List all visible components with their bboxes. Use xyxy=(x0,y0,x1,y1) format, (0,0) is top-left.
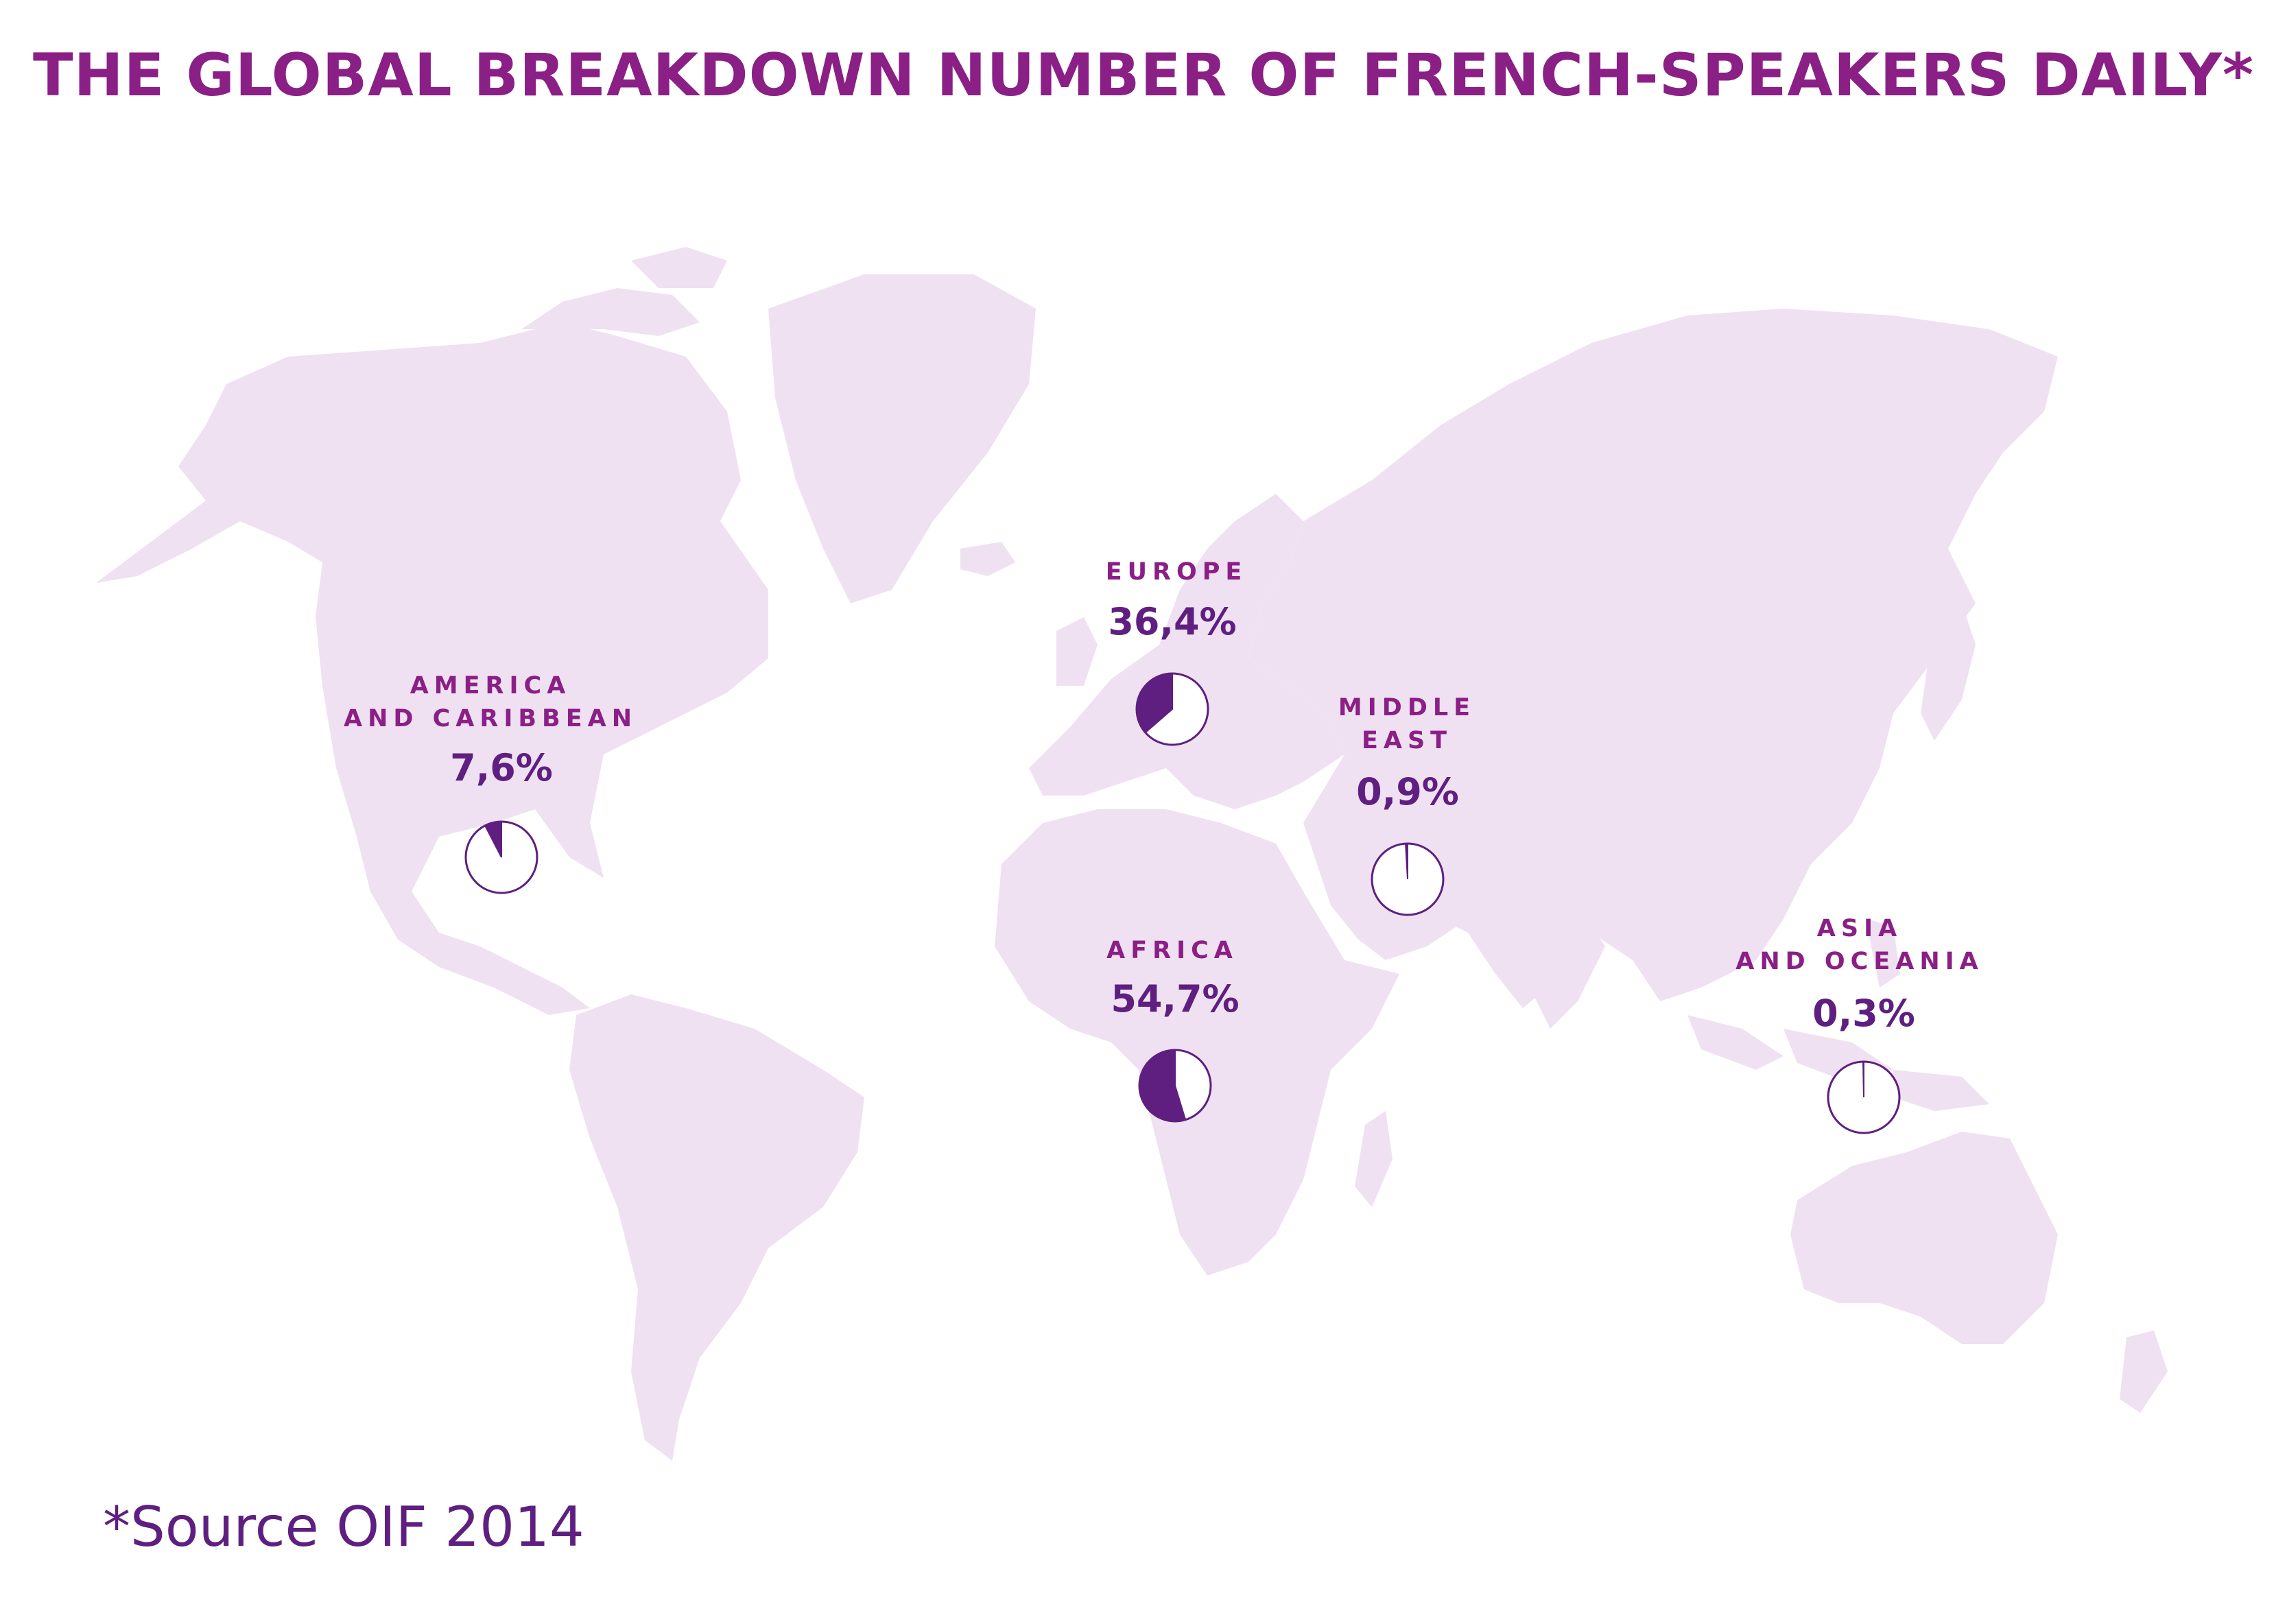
source-note: *Source OIF 2014 xyxy=(103,1495,584,1559)
region-value-asia-oceania: 0,3% xyxy=(1812,992,1915,1035)
region-name-line: AND CARIBBEAN xyxy=(343,705,638,732)
north-america-landmass xyxy=(96,322,768,1015)
region-name-middle-east: MIDDLE EAST xyxy=(1338,691,1476,757)
region-name-line: MIDDLE xyxy=(1338,694,1476,721)
region-name-line: EAST xyxy=(1361,727,1453,754)
page-title: THE GLOBAL BREAKDOWN NUMBER OF FRENCH-SP… xyxy=(32,41,2255,110)
region-name-line: AMERICA xyxy=(410,672,571,700)
region-value-europe: 36,4% xyxy=(1108,600,1237,643)
pie-europe-slice xyxy=(1136,672,1173,734)
pie-africa-slice xyxy=(1139,1049,1187,1122)
region-name-asia-oceania: ASIA AND OCEANIA xyxy=(1735,912,1983,978)
region-name-line: AFRICA xyxy=(1106,937,1238,964)
region-name-america: AMERICA AND CARIBBEAN xyxy=(344,669,637,735)
region-value-america: 7,6% xyxy=(450,746,553,789)
greenland-landmass xyxy=(768,274,1036,604)
pie-america-slice xyxy=(484,820,502,858)
region-value-africa: 54,7% xyxy=(1111,977,1240,1020)
pie-middle-east-slice xyxy=(1405,842,1408,880)
arctic-islands xyxy=(521,288,700,336)
region-name-line: ASIA xyxy=(1816,915,1903,942)
south-america-landmass xyxy=(569,994,864,1461)
region-value-middle-east: 0,9% xyxy=(1356,770,1459,813)
region-name-europe: EUROPE xyxy=(1106,556,1248,588)
australia-landmass xyxy=(1790,1132,2058,1344)
region-name-line: EUROPE xyxy=(1105,558,1248,586)
pie-asia-oceania-slice xyxy=(1862,1060,1864,1098)
region-name-africa: AFRICA xyxy=(1106,934,1238,967)
africa-landmass xyxy=(995,809,1399,1276)
asia-landmass xyxy=(1248,309,2058,1008)
europe-landmass xyxy=(1029,494,1344,809)
region-name-line: AND OCEANIA xyxy=(1735,948,1984,975)
